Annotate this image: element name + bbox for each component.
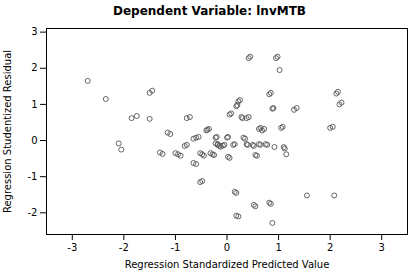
svg-text:0: 0 bbox=[31, 135, 37, 146]
svg-text:-2: -2 bbox=[119, 242, 129, 253]
svg-text:Regression Standardized Predic: Regression Standardized Predicted Value bbox=[125, 259, 330, 270]
svg-text:3: 3 bbox=[31, 26, 37, 37]
svg-text:-1: -1 bbox=[28, 171, 38, 182]
svg-text:-3: -3 bbox=[67, 242, 77, 253]
svg-text:1: 1 bbox=[275, 242, 281, 253]
svg-text:3: 3 bbox=[379, 242, 385, 253]
svg-text:-1: -1 bbox=[170, 242, 180, 253]
html-text:Dependent Variable: lnvMTB: Dependent Variable: lnvMTB bbox=[113, 4, 306, 18]
svg-text:1: 1 bbox=[31, 99, 37, 110]
svg-text:Regression Studentized Residua: Regression Studentized Residual bbox=[2, 50, 13, 213]
svg-text:-2: -2 bbox=[28, 207, 38, 218]
svg-text:0: 0 bbox=[224, 242, 230, 253]
svg-text:2: 2 bbox=[31, 62, 37, 73]
svg-text:2: 2 bbox=[327, 242, 333, 253]
